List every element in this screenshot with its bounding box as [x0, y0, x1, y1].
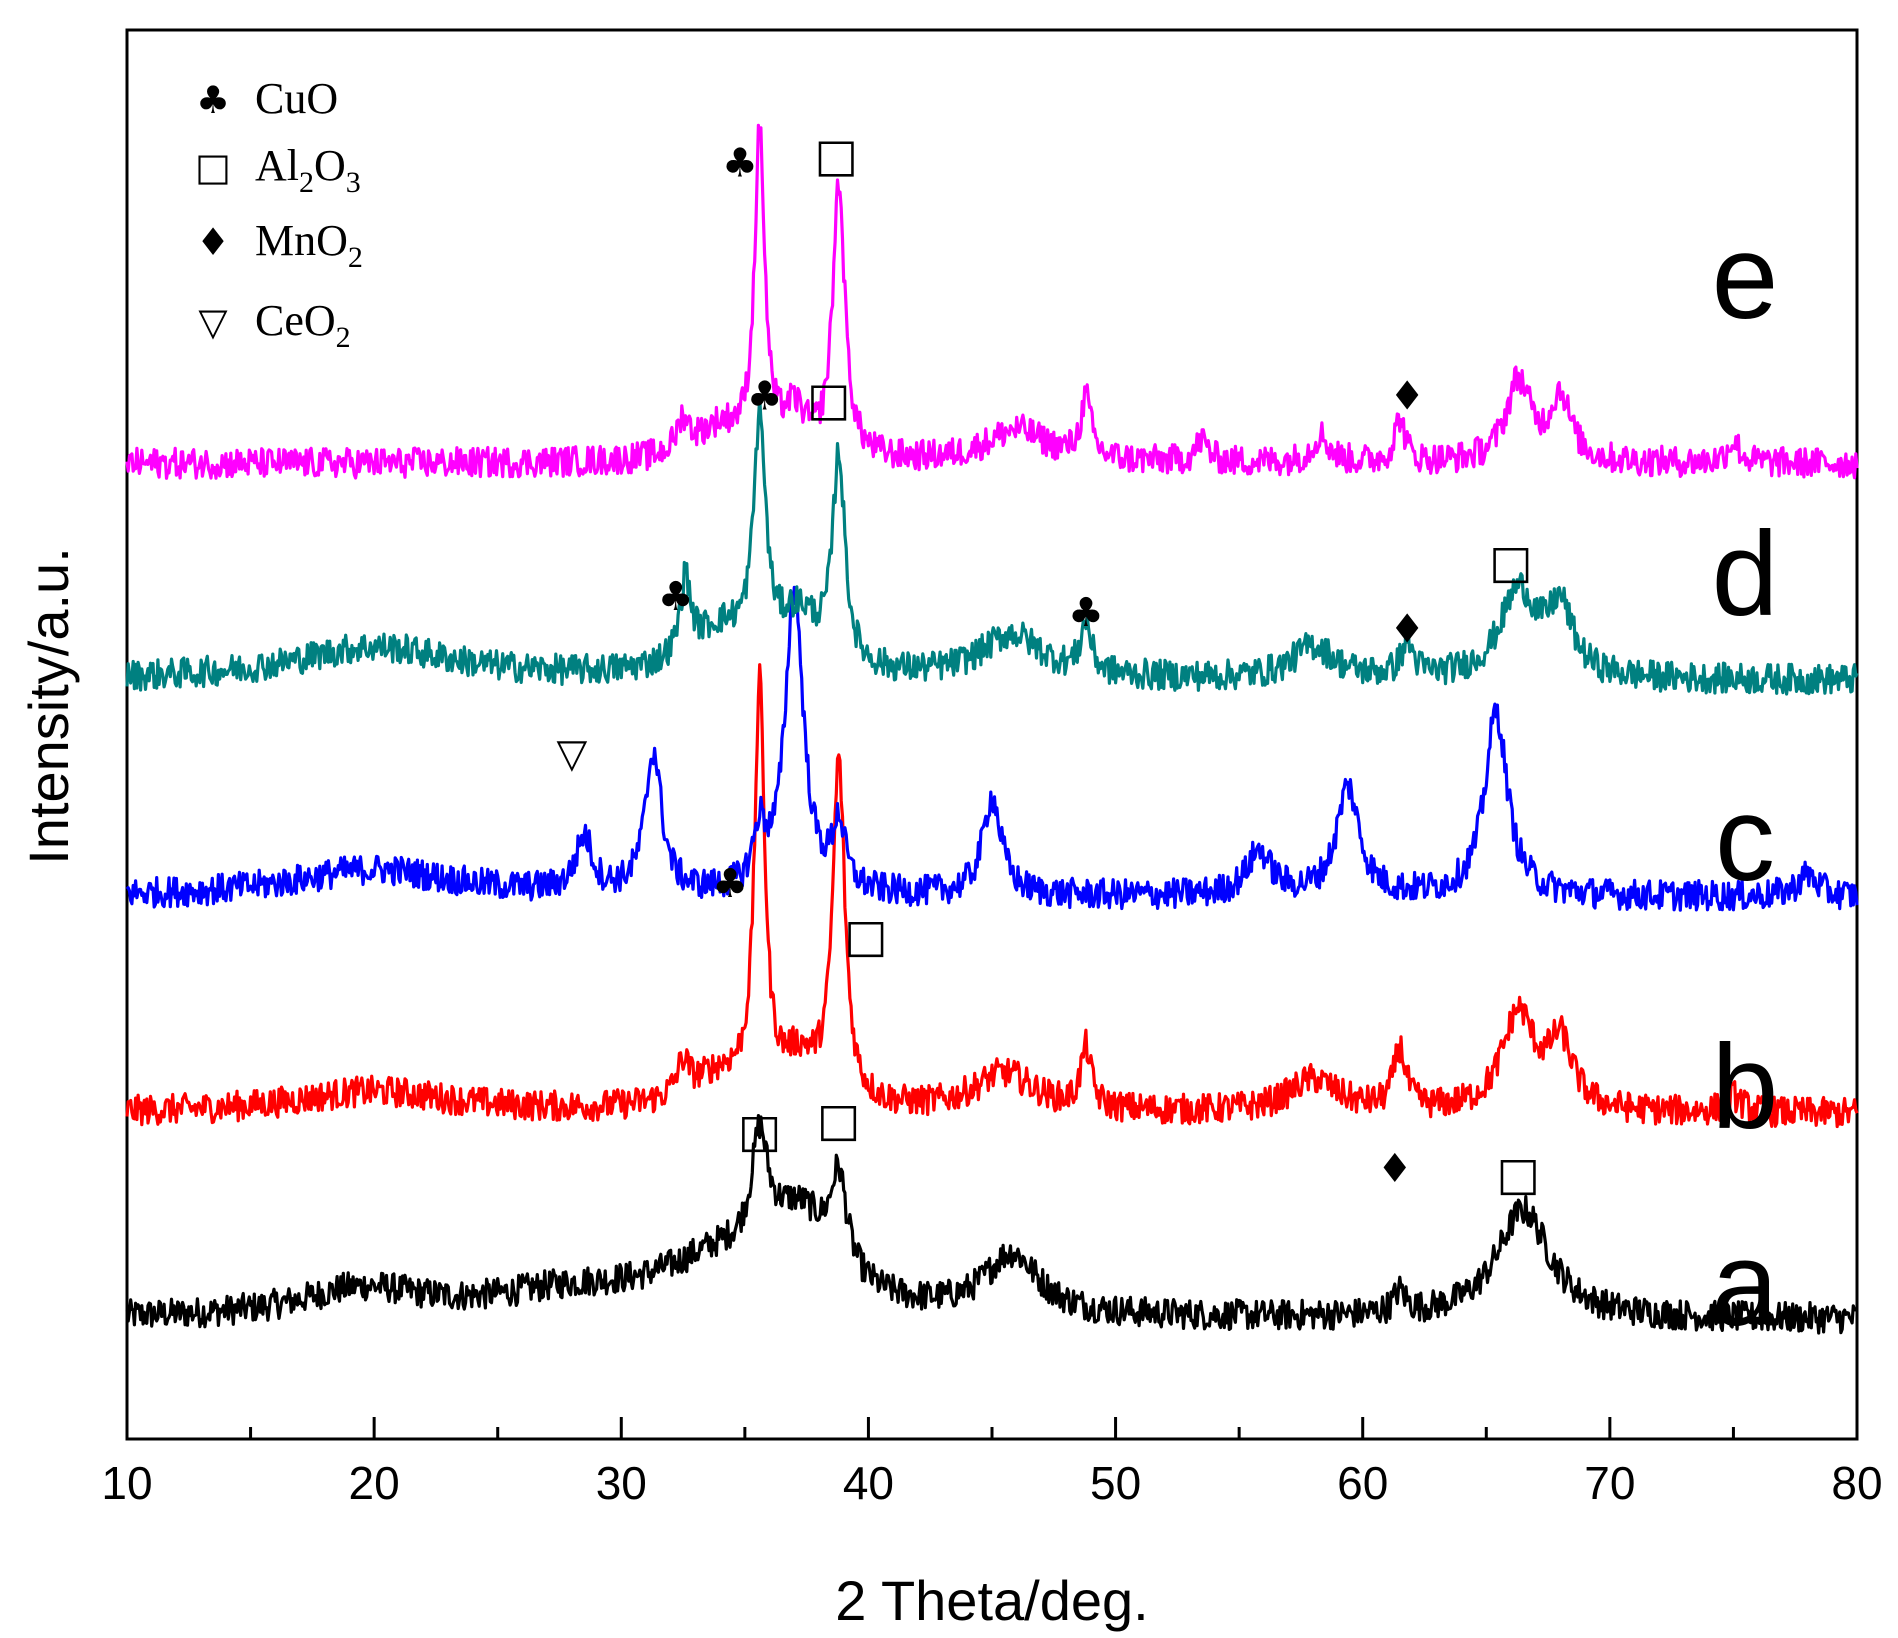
legend-symbol: ♦	[196, 220, 230, 264]
x-tick-label: 10	[101, 1457, 152, 1509]
x-tick-label: 20	[349, 1457, 400, 1509]
series-line-e	[125, 123, 1859, 480]
plot-frame	[125, 28, 1859, 1441]
x-tick-label: 50	[1090, 1457, 1141, 1509]
legend-symbol: ♣	[196, 78, 230, 122]
ceo2-marker: ▽	[556, 731, 587, 777]
al2o3-marker: □	[844, 908, 887, 962]
x-tick-label: 40	[843, 1457, 894, 1509]
x-axis-title: 2 Theta/deg.	[835, 1569, 1148, 1632]
al2o3-marker: □	[807, 372, 850, 426]
x-tick-label: 70	[1584, 1457, 1635, 1509]
cuo-marker: ♣	[747, 373, 783, 419]
series-label-b: b	[1712, 1020, 1779, 1154]
series-label-c: c	[1715, 772, 1775, 906]
al2o3-marker: □	[815, 128, 858, 182]
legend-symbol: □	[195, 145, 231, 189]
series-label-d: d	[1712, 507, 1779, 641]
cuo-marker: ♣	[658, 574, 694, 620]
x-tick-label: 80	[1831, 1457, 1882, 1509]
mno2-marker: ♦	[1377, 1146, 1413, 1192]
series-label-e: e	[1712, 210, 1779, 344]
al2o3-marker: □	[817, 1093, 860, 1147]
cuo-marker: ♣	[712, 861, 748, 907]
x-axis-ticks	[125, 1417, 1859, 1439]
series-label-a: a	[1712, 1217, 1779, 1351]
series-line-d	[125, 397, 1859, 696]
series-line-a	[125, 1114, 1858, 1335]
mno2-marker: ♦	[1389, 606, 1425, 652]
x-tick-label: 60	[1337, 1457, 1388, 1509]
legend: ♣ CuO □ Al2O3 ♦ MnO2 ▽ CeO2	[195, 74, 363, 354]
cuo-marker: ♣	[1068, 590, 1104, 636]
legend-label: CeO2	[255, 296, 351, 354]
legend-label: CuO	[255, 74, 338, 123]
al2o3-marker: □	[1489, 534, 1532, 588]
series-line-c	[125, 585, 1859, 912]
al2o3-marker: □	[738, 1103, 781, 1157]
x-axis-tick-labels: 10 20 30 40 50 60 70 80	[101, 1457, 1882, 1509]
legend-label: MnO2	[255, 216, 363, 274]
legend-symbol: ▽	[198, 300, 228, 344]
x-tick-label: 30	[596, 1457, 647, 1509]
series-layer	[125, 123, 1859, 1335]
y-axis-title: Intensity/a.u.	[17, 547, 80, 865]
peak-annotations: □ □ □ ♣ □ ♦ ▽ ♣ ♣ □ ♣ ♦ □ ♣ □ ♦	[556, 128, 1540, 1201]
legend-label: Al2O3	[255, 141, 361, 199]
mno2-marker: ♦	[1389, 373, 1425, 419]
series-line-b	[125, 663, 1859, 1129]
al2o3-marker: □	[1497, 1147, 1540, 1201]
cuo-marker: ♣	[722, 140, 758, 186]
